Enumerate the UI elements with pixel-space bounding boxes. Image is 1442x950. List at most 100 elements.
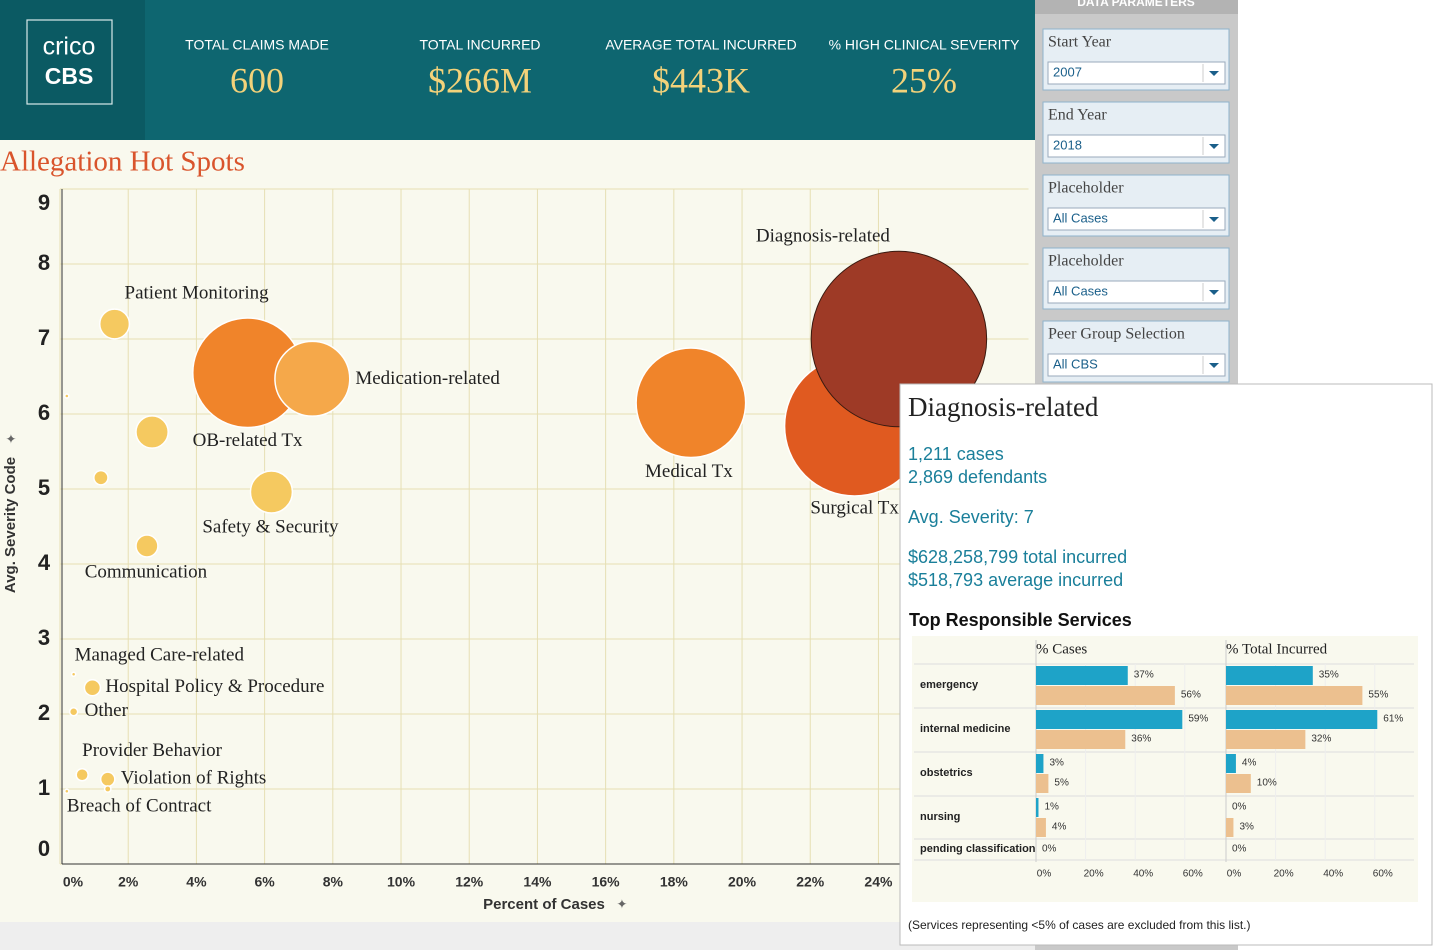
parameter-label: Placeholder xyxy=(1048,253,1124,270)
y-tick-label: 1 xyxy=(38,775,50,800)
bubble[interactable] xyxy=(70,671,77,677)
tick-label: 60% xyxy=(1183,869,1203,880)
y-tick-label: 9 xyxy=(38,190,50,215)
tick-label: 0% xyxy=(1037,869,1052,880)
dropdown-arrow[interactable] xyxy=(1209,71,1219,76)
parameter-title: DATA PARAMETERS xyxy=(1077,0,1195,9)
service-bar[interactable] xyxy=(1226,774,1251,793)
service-bar[interactable] xyxy=(1036,666,1128,685)
kpi-value: 600 xyxy=(230,60,284,100)
bar-value-label: 10% xyxy=(1257,778,1277,789)
y-tick-label: 6 xyxy=(38,400,50,425)
tick-label: 60% xyxy=(1373,869,1393,880)
x-tick-label: 20% xyxy=(728,874,757,890)
service-label: obstetrics xyxy=(920,767,973,779)
service-bar[interactable] xyxy=(1226,730,1306,749)
service-bar[interactable] xyxy=(1226,818,1234,837)
parameter-list: Start Year 2007 End Year 2018 Placeholder All… xyxy=(1042,28,1230,383)
bubble[interactable] xyxy=(83,679,102,697)
kpi-label: TOTAL INCURRED xyxy=(419,37,540,53)
bubble[interactable] xyxy=(635,347,747,459)
bubble[interactable] xyxy=(93,469,109,486)
dropdown[interactable] xyxy=(1047,61,1226,85)
bar-value-label: 0% xyxy=(1232,844,1247,855)
bubble[interactable] xyxy=(810,250,988,428)
bubble-label: Surgical Tx xyxy=(810,497,899,518)
tooltip-note: (Services representing <5% of cases are … xyxy=(908,918,1250,932)
bubble[interactable] xyxy=(98,308,131,340)
dropdown-value: All Cases xyxy=(1053,210,1108,225)
tooltip-stat: $628,258,799 total incurred xyxy=(908,547,1127,567)
bubble[interactable] xyxy=(64,788,70,794)
service-bar[interactable] xyxy=(1226,686,1363,705)
kpi-label: AVERAGE TOTAL INCURRED xyxy=(605,37,796,53)
bubble-chart: 0% 2% 4% 6% 8% 10% 12% 14% 16% 18% 20% 22% 24% 0 1 2 3 4 5… xyxy=(38,188,1029,890)
service-bar[interactable] xyxy=(1036,754,1044,773)
dropdown[interactable] xyxy=(1047,134,1226,158)
bubble[interactable] xyxy=(274,340,351,417)
service-label: nursing xyxy=(920,811,960,823)
tick-label: 20% xyxy=(1084,869,1104,880)
dropdown[interactable] xyxy=(1047,280,1226,304)
bubble[interactable] xyxy=(249,470,294,514)
bubble-label: OB-related Tx xyxy=(193,430,303,451)
dropdown[interactable] xyxy=(1047,353,1226,377)
kpi-value: $266M xyxy=(428,60,532,100)
x-tick-label: 18% xyxy=(660,874,689,890)
dropdown-value: 2018 xyxy=(1053,137,1082,152)
dropdown[interactable] xyxy=(1047,207,1226,231)
tick-label: 40% xyxy=(1133,869,1153,880)
bubble-label: Communication xyxy=(85,561,208,582)
service-bar[interactable] xyxy=(1036,730,1126,749)
bubble[interactable] xyxy=(68,707,79,717)
service-bar[interactable] xyxy=(1036,818,1046,837)
bubble[interactable] xyxy=(135,534,159,558)
service-bar[interactable] xyxy=(1036,798,1039,817)
service-bar[interactable] xyxy=(1036,774,1049,793)
x-tick-label: 14% xyxy=(523,874,552,890)
bar-value-label: 0% xyxy=(1042,844,1057,855)
y-tick-label: 5 xyxy=(38,475,50,500)
dropdown-arrow[interactable] xyxy=(1209,363,1219,368)
pin-icon[interactable]: ✦ xyxy=(617,896,628,911)
kpi-value: 25% xyxy=(891,60,957,100)
bubble[interactable] xyxy=(99,771,116,788)
dropdown-arrow[interactable] xyxy=(1209,290,1219,295)
parameter-label: Placeholder xyxy=(1048,180,1124,197)
bubble[interactable] xyxy=(64,393,70,399)
bubble[interactable] xyxy=(103,785,112,793)
bubble-label: Hospital Policy & Procedure xyxy=(105,676,324,697)
bubble-label: Breach of Contract xyxy=(67,796,212,817)
logo-text: CBS xyxy=(45,63,94,89)
dropdown-arrow[interactable] xyxy=(1209,217,1219,222)
pin-icon[interactable]: ✦ xyxy=(6,431,17,446)
bar-value-label: 61% xyxy=(1383,714,1403,725)
x-tick-label: 24% xyxy=(864,874,893,890)
tooltip-stat: Avg. Severity: 7 xyxy=(908,507,1034,527)
bubble-label: Medication-related xyxy=(355,368,500,389)
service-bar[interactable] xyxy=(1226,666,1313,685)
x-tick-label: 2% xyxy=(118,874,139,890)
service-bar[interactable] xyxy=(1226,754,1236,773)
bubble[interactable] xyxy=(75,768,89,782)
tick-label: 0% xyxy=(1227,869,1242,880)
bubble-label: Provider Behavior xyxy=(82,740,223,761)
service-bar[interactable] xyxy=(1036,710,1183,729)
kpi-value: $443K xyxy=(652,60,750,100)
bar-value-label: 3% xyxy=(1239,822,1254,833)
panel-header: % Total Incurred xyxy=(1226,641,1328,657)
bar-value-label: 0% xyxy=(1232,802,1247,813)
service-bar[interactable] xyxy=(1226,710,1378,729)
bar-value-label: 4% xyxy=(1052,822,1067,833)
dropdown-value: All Cases xyxy=(1053,283,1108,298)
tooltip-title: Diagnosis-related xyxy=(908,392,1099,422)
x-tick-label: 6% xyxy=(254,874,275,890)
bubble[interactable] xyxy=(135,415,169,449)
tooltip-stat: 1,211 cases xyxy=(908,444,1004,464)
tick-label: 20% xyxy=(1274,869,1294,880)
service-bar[interactable] xyxy=(1036,686,1175,705)
logo-area xyxy=(0,0,145,140)
dropdown-arrow[interactable] xyxy=(1209,144,1219,149)
parameter-label: Start Year xyxy=(1048,34,1112,51)
